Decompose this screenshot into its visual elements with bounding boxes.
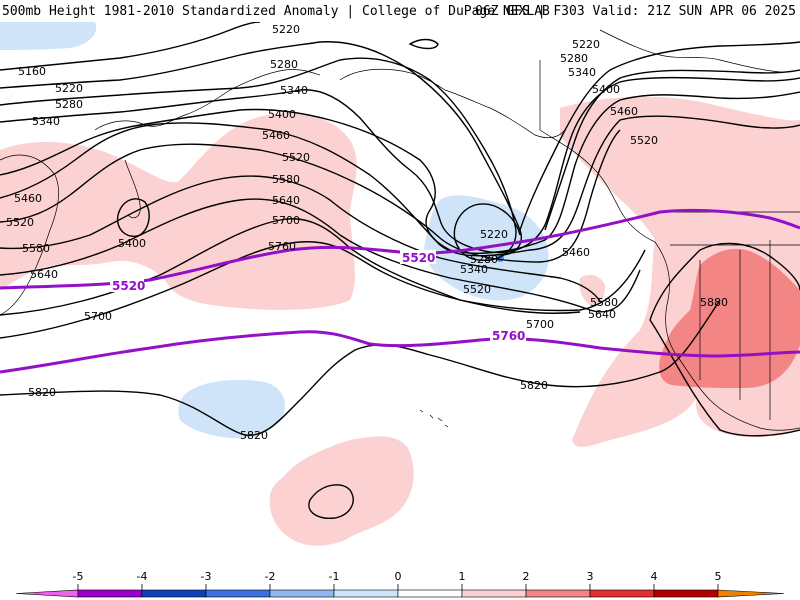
contour-5820-closed xyxy=(308,484,354,519)
contour-label: 5460 xyxy=(262,129,290,142)
colorbar-segment xyxy=(141,589,207,598)
contour-label: 5880 xyxy=(700,296,728,309)
contour-5880 xyxy=(649,242,800,437)
contour-label: 5400 xyxy=(592,83,620,96)
contour-label: 5700 xyxy=(272,214,300,227)
contour-5460 xyxy=(0,115,800,257)
contour-label: 5580 xyxy=(590,296,618,309)
contour-5400 xyxy=(0,91,800,254)
contour-label: 5460 xyxy=(610,105,638,118)
contour-5520 xyxy=(0,129,621,263)
colorbar-segment xyxy=(397,589,463,598)
contour-label: 5460 xyxy=(14,192,42,205)
contour-label: 5280 xyxy=(55,98,83,111)
map-canvas: 5220 5160 5220 5280 5340 5280 5340 5400 … xyxy=(0,22,800,570)
contour-label: 5280 xyxy=(560,52,588,65)
contour-5220 xyxy=(0,41,800,256)
colorbar-tick-label: -5 xyxy=(72,570,84,583)
climo-label-group: 5520 5520 5760 xyxy=(110,250,526,343)
anomaly-positive-hawaii xyxy=(269,436,414,546)
anomaly-negative-arctic xyxy=(0,22,97,50)
contour-label: 5640 xyxy=(272,194,300,207)
contour-5820 xyxy=(0,299,721,436)
colorbar-segment xyxy=(269,589,335,598)
contour-5160 xyxy=(0,22,261,71)
contour-5280 xyxy=(0,57,800,262)
colorbar-segment xyxy=(525,589,591,598)
contour-5340 xyxy=(0,76,800,254)
contour-label: 5820 xyxy=(28,386,56,399)
contour-label: 5820 xyxy=(520,379,548,392)
contour-label: 5220 xyxy=(55,82,83,95)
contour-5580 xyxy=(0,175,601,303)
colorbar-segment xyxy=(15,589,79,598)
contour-label: 5700 xyxy=(526,318,554,331)
colorbar-tick-label: -1 xyxy=(328,570,340,583)
map-header: 500mb Height 1981-2010 Standardized Anom… xyxy=(0,0,800,22)
contour-label: 5580 xyxy=(272,173,300,186)
contour-5400-closed xyxy=(116,198,150,237)
contour-label: 5640 xyxy=(30,268,58,281)
anomaly-positive-west-pacific xyxy=(0,113,357,310)
contour-label: 5400 xyxy=(268,108,296,121)
climo-label: 5520 xyxy=(112,279,145,293)
colorbar-tick-label: 5 xyxy=(714,570,722,583)
contour-label: 5160 xyxy=(18,65,46,78)
anomaly-negative-central-pacific xyxy=(178,380,285,439)
contour-label: 5520 xyxy=(630,134,658,147)
climo-contour-5760 xyxy=(0,330,800,374)
colorbar: -5 -4 -3 -2 -1 0 1 2 3 4 5 xyxy=(0,570,800,600)
model-run-info: 06Z GFS | F303 Valid: 21Z SUN APR 06 202… xyxy=(475,4,796,19)
contour-label: 5640 xyxy=(588,308,616,321)
contour-label: 5220 xyxy=(272,23,300,36)
colorbar-segment xyxy=(333,589,399,598)
contour-label: 5520 xyxy=(6,216,34,229)
contour-label: 5520 xyxy=(463,283,491,296)
height-contours xyxy=(0,22,800,519)
colorbar-segment xyxy=(653,589,719,598)
contour-label: 5340 xyxy=(280,84,308,97)
colorbar-bar xyxy=(15,584,785,598)
contour-small-loop xyxy=(408,38,439,50)
colorbar-segment xyxy=(589,589,655,598)
colorbar-tick-label: 0 xyxy=(394,570,402,583)
climo-label: 5520 xyxy=(402,251,435,265)
map-title: 500mb Height 1981-2010 Standardized Anom… xyxy=(2,4,550,19)
contour-label: 5220 xyxy=(572,38,600,51)
contour-label: 5520 xyxy=(282,151,310,164)
contour-label: 5700 xyxy=(84,310,112,323)
contour-label-group: 5220 5160 5220 5280 5340 5280 5340 5400 … xyxy=(6,23,728,442)
colorbar-segment xyxy=(205,589,271,598)
contour-label: 5820 xyxy=(240,429,268,442)
colorbar-tick-label: 3 xyxy=(586,570,594,583)
colorbar-segment xyxy=(77,589,143,598)
colorbar-tick-label: 1 xyxy=(458,570,466,583)
colorbar-tick-label: 4 xyxy=(650,570,658,583)
contour-label: 5340 xyxy=(568,66,596,79)
colorbar-tick-label: -3 xyxy=(200,570,212,583)
colorbar-tick-label: 2 xyxy=(522,570,530,583)
contour-label: 5580 xyxy=(22,242,50,255)
contour-label: 5280 xyxy=(270,58,298,71)
colorbar-segment xyxy=(717,589,785,598)
colorbar-tick-label: -2 xyxy=(264,570,276,583)
contour-label: 5400 xyxy=(118,237,146,250)
contour-label: 5220 xyxy=(480,228,508,241)
contour-label: 5340 xyxy=(460,263,488,276)
contour-5640 xyxy=(0,198,641,313)
colorbar-tick-label: -4 xyxy=(136,570,148,583)
contour-5760 xyxy=(0,241,646,339)
contour-label: 5340 xyxy=(32,115,60,128)
contour-label: 5460 xyxy=(562,246,590,259)
contour-label: 5760 xyxy=(268,240,296,253)
colorbar-segment xyxy=(461,589,527,598)
contour-label: 5280 xyxy=(470,253,498,266)
climo-label: 5760 xyxy=(492,329,525,343)
